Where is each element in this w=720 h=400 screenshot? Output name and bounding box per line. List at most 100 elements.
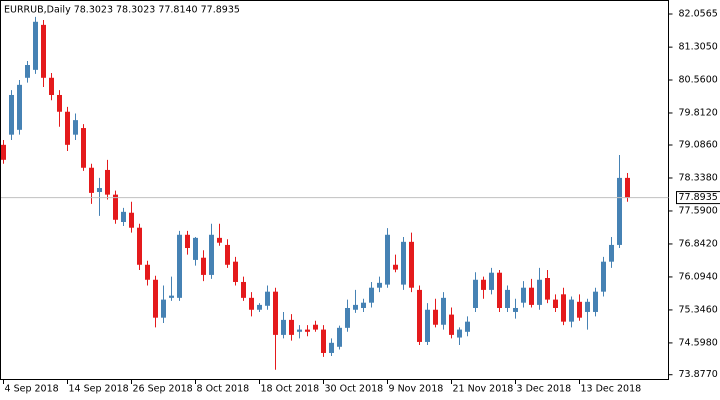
candle-body — [17, 84, 22, 130]
candle-body — [241, 281, 246, 298]
candle-body — [513, 307, 518, 312]
candle-body — [585, 301, 590, 312]
candle-body — [377, 282, 382, 288]
y-tick-label: 79.8120 — [679, 107, 718, 118]
candle-body — [417, 289, 422, 342]
candle-body — [201, 257, 206, 275]
candle-body — [25, 65, 30, 78]
candle-body — [129, 212, 134, 228]
candle-body — [465, 321, 470, 332]
candle-body — [385, 234, 390, 285]
candle-body — [249, 297, 254, 310]
candle-body — [609, 244, 614, 262]
x-tick-label: 14 Sep 2018 — [69, 384, 129, 395]
candle-body — [281, 319, 286, 335]
candle-body — [489, 272, 494, 290]
candle-body — [225, 244, 230, 265]
candle-body — [1, 144, 6, 160]
y-tick-label: 76.0940 — [679, 271, 718, 282]
candle-body — [569, 299, 574, 322]
candle-body — [169, 295, 174, 298]
candle-body — [401, 241, 406, 285]
x-tick-label: 13 Dec 2018 — [581, 384, 642, 395]
candle-body — [505, 289, 510, 308]
y-tick-label: 74.5980 — [679, 337, 718, 348]
candle-body — [97, 188, 102, 193]
candle-body — [209, 234, 214, 275]
y-tick-label: 81.3050 — [679, 42, 718, 53]
candle-body — [521, 287, 526, 303]
candle-body — [65, 111, 70, 145]
candle-body — [409, 241, 414, 288]
candle-body — [33, 21, 38, 70]
y-tick-label: 76.8420 — [679, 238, 718, 249]
y-tick-label: 75.3460 — [679, 304, 718, 315]
candle-body — [625, 177, 630, 198]
candle-body — [305, 329, 310, 332]
candle-body — [185, 234, 190, 249]
candle-body — [337, 327, 342, 347]
candle-body — [273, 291, 278, 335]
current-price-label: 77.8935 — [679, 192, 718, 203]
candle-body — [481, 279, 486, 290]
candle-body — [257, 304, 262, 310]
candle-body — [545, 277, 550, 300]
candle-body — [601, 261, 606, 292]
candle-body — [265, 291, 270, 306]
y-tick-label: 80.5600 — [679, 74, 718, 85]
candle-body — [113, 194, 118, 220]
candle-body — [9, 94, 14, 135]
candle-body — [425, 309, 430, 342]
candle-body — [329, 342, 334, 353]
chart-title: EURRUB,Daily 78.3023 78.3023 77.8140 77.… — [4, 5, 240, 16]
x-tick-label: 26 Sep 2018 — [133, 384, 193, 395]
x-tick-label: 4 Sep 2018 — [5, 384, 59, 395]
y-tick-label: 77.5900 — [679, 205, 718, 216]
candle-body — [449, 314, 454, 335]
candle-body — [321, 329, 326, 353]
candle-body — [529, 287, 534, 305]
candle-body — [89, 167, 94, 193]
y-tick-label: 82.0565 — [679, 9, 718, 20]
candle-body — [577, 301, 582, 318]
candle-body — [361, 302, 366, 308]
candle-body — [81, 128, 86, 168]
candle-body — [313, 324, 318, 330]
candle-body — [441, 297, 446, 325]
candle-body — [561, 294, 566, 322]
candle-body — [537, 279, 542, 305]
x-tick-label: 21 Nov 2018 — [453, 384, 514, 395]
x-tick-label: 9 Nov 2018 — [389, 384, 444, 395]
candle-body — [497, 272, 502, 308]
x-tick-label: 3 Dec 2018 — [517, 384, 572, 395]
x-tick-label: 8 Oct 2018 — [197, 384, 250, 395]
plot-frame — [0, 0, 669, 380]
candle-body — [193, 237, 198, 260]
x-tick-label: 18 Oct 2018 — [261, 384, 320, 395]
candle-body — [457, 329, 462, 338]
candle-body — [161, 299, 166, 318]
candle-body — [233, 261, 238, 282]
y-tick-label: 79.0860 — [679, 139, 718, 150]
candle-body — [57, 94, 62, 112]
candle-body — [145, 264, 150, 280]
y-tick-label: 73.8770 — [679, 369, 718, 380]
candle-body — [289, 319, 294, 335]
candle-body — [369, 287, 374, 303]
candle-body — [41, 24, 46, 78]
candle-body — [121, 211, 126, 222]
candle-body — [49, 77, 54, 95]
candle-body — [617, 177, 622, 245]
candle-body — [105, 169, 110, 195]
candle-body — [153, 279, 158, 318]
y-tick-label: 78.3380 — [679, 172, 718, 183]
candle-body — [433, 309, 438, 325]
candle-body — [137, 227, 142, 265]
x-tick-label: 30 Oct 2018 — [325, 384, 384, 395]
candle-body — [393, 264, 398, 270]
candle-body — [217, 237, 222, 243]
candle-body — [473, 279, 478, 308]
candle-body — [345, 307, 350, 328]
candle-body — [297, 329, 302, 332]
candle-body — [177, 234, 182, 298]
